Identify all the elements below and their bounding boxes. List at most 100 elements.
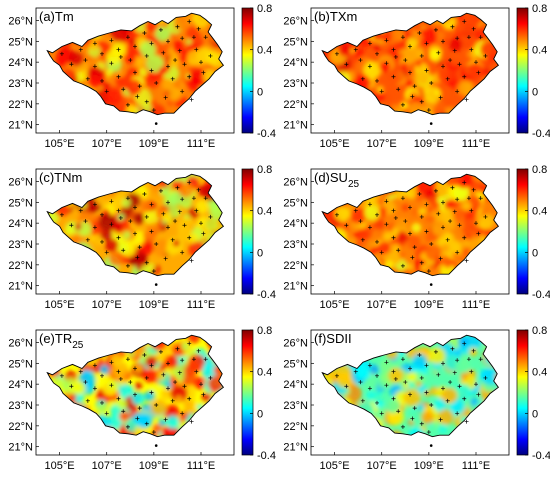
lat-tick-label: 23°N (8, 78, 33, 90)
station-marker (92, 202, 97, 207)
island-dot (429, 122, 433, 125)
map-panel: 26°N 25°N 24°N 23°N 22°N 21°N 105°E 107°E 109°E 1… (8, 3, 276, 150)
station-marker (161, 211, 166, 216)
colorbar-tick-label: 0 (257, 408, 263, 420)
station-marker (144, 53, 149, 58)
station-marker (100, 400, 104, 405)
station-marker (391, 208, 396, 213)
station-marker (358, 58, 363, 63)
colorbar-tick-label: 0.4 (257, 206, 272, 218)
station-marker (59, 373, 64, 378)
station-marker (175, 346, 180, 351)
station-marker (471, 187, 476, 192)
station-marker (400, 424, 405, 429)
station-marker (441, 361, 445, 366)
station-marker (83, 219, 88, 224)
station-marker (191, 357, 196, 362)
station-marker (483, 53, 488, 58)
station-marker (116, 208, 121, 213)
station-marker (180, 250, 185, 255)
station-marker (135, 94, 140, 99)
station-marker (187, 235, 192, 240)
station-marker (142, 31, 147, 35)
station-marker (118, 215, 123, 220)
lat-tick-label: 21°N (283, 281, 308, 293)
colorbar (516, 329, 529, 456)
station-marker (180, 411, 185, 416)
station-marker (104, 250, 109, 255)
lat-tick-label: 26°N (8, 177, 33, 189)
colorbar (516, 7, 529, 134)
colorbar-tick-label: 0.8 (257, 3, 272, 15)
station-marker (412, 406, 417, 411)
region-boundary (46, 173, 225, 277)
station-marker (109, 383, 114, 388)
station-marker (109, 222, 114, 227)
station-marker (400, 196, 405, 201)
station-marker (375, 400, 379, 405)
station-marker (180, 358, 185, 363)
station-marker (203, 196, 208, 201)
lon-tick-label: 111°E (187, 138, 215, 150)
lat-tick-label: 22°N (8, 421, 33, 433)
station-marker (194, 208, 199, 213)
station-marker (83, 58, 88, 63)
station-marker (391, 396, 396, 401)
station-marker (189, 419, 194, 424)
station-markers (334, 341, 488, 435)
station-marker (116, 396, 121, 401)
station-marker (417, 31, 422, 35)
lon-tick-label: 107°E (92, 299, 122, 311)
station-marker (384, 38, 389, 43)
station-marker (199, 382, 203, 387)
station-marker (149, 41, 154, 46)
station-marker (424, 229, 429, 234)
station-marker (182, 62, 187, 67)
colorbar-tick-label: 0 (257, 247, 263, 259)
colorbar (516, 168, 529, 295)
station-marker (187, 19, 192, 24)
station-marker (78, 369, 83, 374)
lon-tick-label: 109°E (414, 299, 444, 311)
station-marker (426, 430, 431, 435)
station-marker (448, 219, 453, 224)
station-marker (166, 361, 170, 366)
station-marker (396, 248, 401, 253)
station-marker (353, 208, 358, 213)
station-marker (462, 19, 467, 24)
station-marker (166, 225, 170, 230)
station-marker (151, 108, 156, 113)
lon-tick-label: 111°E (462, 299, 490, 311)
station-marker (59, 51, 64, 56)
station-marker (208, 375, 213, 380)
colorbar-tick-label: 0.8 (532, 3, 547, 15)
station-marker (375, 51, 379, 56)
station-marker (419, 214, 424, 219)
station-marker (133, 44, 137, 49)
station-marker (429, 81, 434, 85)
lat-tick-label: 23°N (8, 239, 33, 251)
panel-title: (e)TR25 (39, 331, 84, 351)
station-marker (163, 417, 168, 422)
station-marker (424, 41, 429, 46)
station-marker (403, 380, 408, 385)
station-marker (455, 197, 460, 202)
station-marker (408, 231, 412, 236)
lat-tick-label: 25°N (8, 358, 33, 370)
colorbar-tick-label: 0 (532, 408, 538, 420)
lon-tick-label: 107°E (367, 299, 397, 311)
station-marker (384, 61, 389, 66)
station-marker (469, 369, 474, 374)
station-marker (403, 219, 408, 224)
station-marker (408, 392, 412, 397)
island-dot (154, 444, 158, 447)
station-marker (128, 380, 133, 385)
lat-tick-label: 22°N (283, 421, 308, 433)
lon-tick-label: 107°E (92, 460, 122, 472)
station-marker (116, 235, 121, 240)
station-marker (170, 76, 175, 81)
station-marker (189, 258, 194, 263)
colorbar-tick-label: 0.8 (257, 325, 272, 337)
station-marker (452, 370, 457, 375)
station-marker (133, 70, 137, 75)
